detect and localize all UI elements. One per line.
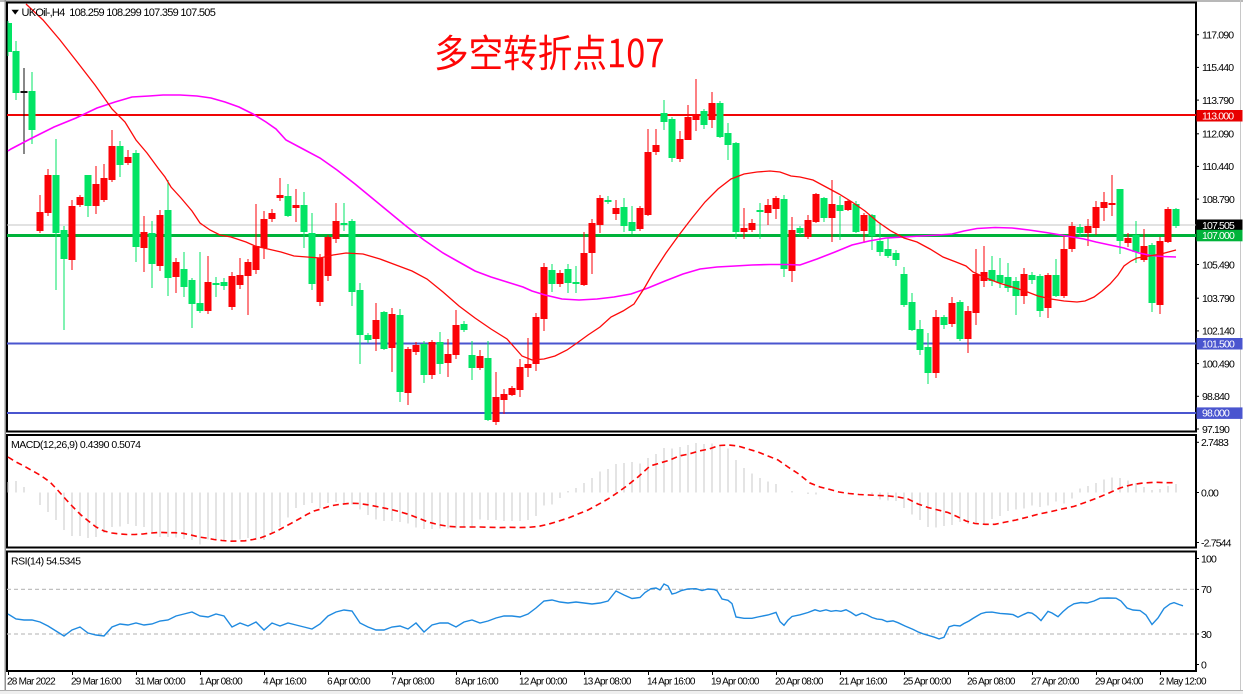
svg-text:100: 100 xyxy=(1201,553,1217,565)
svg-text:102.140: 102.140 xyxy=(1202,326,1235,338)
svg-text:2 May 12:00: 2 May 12:00 xyxy=(1159,677,1207,688)
svg-text:21 Apr 16:00: 21 Apr 16:00 xyxy=(839,677,888,688)
svg-text:1 Apr 08:00: 1 Apr 08:00 xyxy=(199,677,243,688)
svg-text:13 Apr 08:00: 13 Apr 08:00 xyxy=(583,677,632,688)
svg-text:MACD(12,26,9) 0.4390 0.5074: MACD(12,26,9) 0.4390 0.5074 xyxy=(11,439,141,451)
svg-text:105.490: 105.490 xyxy=(1202,259,1235,271)
svg-text:6 Apr 00:00: 6 Apr 00:00 xyxy=(327,677,371,688)
svg-text:RSI(14) 54.5345: RSI(14) 54.5345 xyxy=(11,555,81,567)
svg-text:2.7483: 2.7483 xyxy=(1201,437,1229,449)
svg-text:28 Mar 2022: 28 Mar 2022 xyxy=(7,677,56,688)
svg-text:100.490: 100.490 xyxy=(1202,358,1235,370)
svg-text:70: 70 xyxy=(1201,584,1212,596)
svg-text:30: 30 xyxy=(1201,629,1212,641)
svg-text:98.840: 98.840 xyxy=(1202,391,1230,403)
svg-text:25 Apr 00:00: 25 Apr 00:00 xyxy=(903,677,952,688)
svg-text:29 Apr 04:00: 29 Apr 04:00 xyxy=(1095,677,1144,688)
svg-text:26 Apr 08:00: 26 Apr 08:00 xyxy=(967,677,1016,688)
svg-text:108.790: 108.790 xyxy=(1202,194,1235,206)
svg-text:12 Apr 00:00: 12 Apr 00:00 xyxy=(519,677,568,688)
svg-text:0.00: 0.00 xyxy=(1201,487,1219,499)
svg-text:14 Apr 16:00: 14 Apr 16:00 xyxy=(647,677,696,688)
svg-text:112.090: 112.090 xyxy=(1202,129,1234,141)
svg-text:19 Apr 00:00: 19 Apr 00:00 xyxy=(711,677,760,688)
svg-text:27 Apr 20:00: 27 Apr 20:00 xyxy=(1031,677,1080,688)
svg-text:98.000: 98.000 xyxy=(1202,408,1230,420)
svg-text:113.000: 113.000 xyxy=(1202,110,1234,122)
svg-text:113.790: 113.790 xyxy=(1202,95,1234,107)
svg-text:0: 0 xyxy=(1201,659,1207,671)
svg-text:4 Apr 16:00: 4 Apr 16:00 xyxy=(263,677,307,688)
svg-text:101.500: 101.500 xyxy=(1202,338,1235,350)
svg-text:117.090: 117.090 xyxy=(1202,30,1234,42)
svg-text:-2.7544: -2.7544 xyxy=(1201,537,1232,549)
svg-text:110.440: 110.440 xyxy=(1202,161,1234,173)
svg-text:20 Apr 08:00: 20 Apr 08:00 xyxy=(775,677,824,688)
svg-text:97.190: 97.190 xyxy=(1202,424,1230,436)
svg-text:UKOil-,H4 108.259 108.299 107: UKOil-,H4 108.259 108.299 107.359 107.50… xyxy=(22,7,216,19)
svg-text:29 Mar 16:00: 29 Mar 16:00 xyxy=(71,677,122,688)
svg-text:107.000: 107.000 xyxy=(1202,230,1235,242)
svg-text:103.790: 103.790 xyxy=(1202,293,1235,305)
svg-text:115.440: 115.440 xyxy=(1202,62,1234,74)
svg-text:107.505: 107.505 xyxy=(1202,220,1235,232)
svg-text:7 Apr 08:00: 7 Apr 08:00 xyxy=(391,677,435,688)
svg-text:8 Apr 16:00: 8 Apr 16:00 xyxy=(455,677,499,688)
svg-text:31 Mar 00:00: 31 Mar 00:00 xyxy=(135,677,186,688)
